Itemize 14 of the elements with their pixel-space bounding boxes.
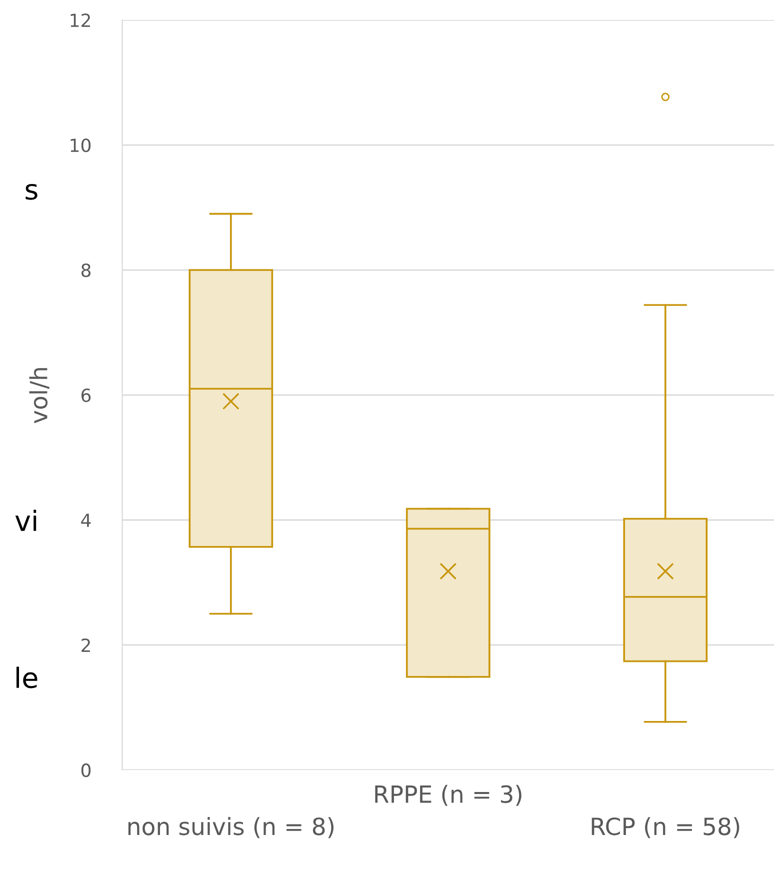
x-tick-label: RCP (n = 58) [592, 817, 740, 838]
x-tick-label: RPPE (n = 3) [375, 784, 522, 806]
text: vi [15, 510, 36, 531]
x-tick-label: non suivis (n = 8) [128, 817, 334, 838]
y-tick-label: 2 [82, 638, 90, 652]
y-tick-label: 10 [70, 138, 91, 152]
text: s [26, 184, 38, 200]
text: le [16, 666, 38, 688]
y-tick-label: 0 [81, 763, 91, 778]
y-tick-label: 12 [70, 14, 90, 27]
y-axis-title: vol/h [29, 368, 50, 424]
y-tick-label: 4 [81, 514, 91, 527]
y-tick-label: 8 [81, 263, 90, 278]
y-tick-label: 6 [82, 388, 91, 402]
